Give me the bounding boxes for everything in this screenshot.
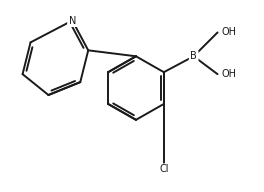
Text: OH: OH — [221, 27, 237, 37]
Text: OH: OH — [221, 69, 237, 79]
Text: N: N — [69, 16, 76, 26]
Text: B: B — [190, 51, 197, 61]
Text: Cl: Cl — [159, 165, 169, 175]
